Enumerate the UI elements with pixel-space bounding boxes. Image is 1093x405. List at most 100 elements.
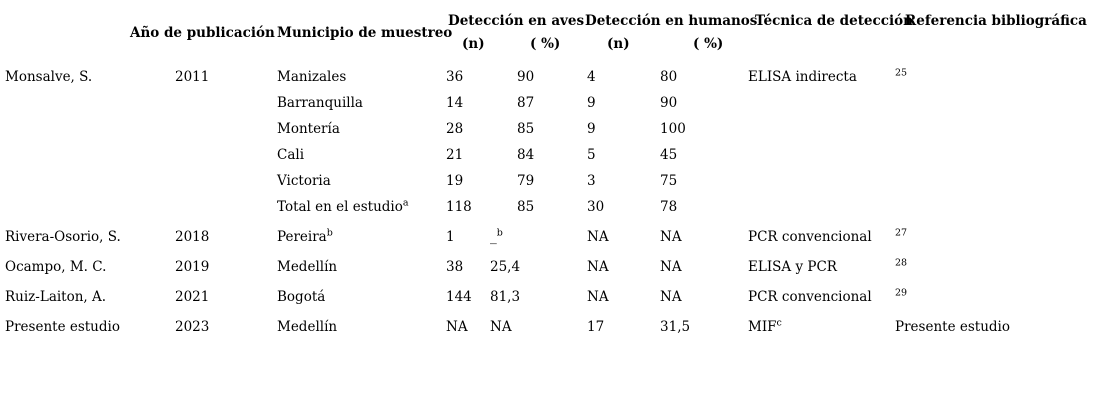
cell-municipality: Medellín (275, 251, 443, 281)
birds-pct-text: 79 (517, 173, 535, 189)
cell-year (128, 191, 275, 221)
cell-reference: 27 (893, 221, 1093, 251)
birds-pct-superscript: b (496, 227, 503, 239)
cell-humans-n: 4 (587, 69, 596, 85)
header-detection-humans: Detección en humanos (585, 13, 758, 29)
cell-birds-pct: 79 (488, 165, 585, 191)
cell-humans-n: 3 (587, 173, 596, 189)
technique-text: MIF (748, 319, 777, 335)
cell-technique: PCR convencional (746, 221, 893, 251)
technique-text: ELISA indirecta (748, 69, 857, 85)
cell-humans-pct: 80 (660, 69, 678, 85)
cell-reference (893, 191, 1093, 221)
cell-reference: 25 (893, 61, 1093, 87)
municipality-text: Victoria (277, 173, 331, 189)
cell-reference (893, 113, 1093, 139)
cell-humans-pct: 31,5 (660, 319, 691, 335)
cell-reference: 29 (893, 281, 1093, 311)
reference-number-superscript: 28 (895, 257, 908, 269)
cell-birds-n: NA (446, 319, 468, 335)
header-row-subcolumns: (n) ( %) (n) ( %) (0, 30, 1093, 61)
cell-humans-n: 9 (587, 95, 596, 111)
cell-municipality: Cali (275, 139, 443, 165)
cell-humans-pct: NA (660, 229, 682, 245)
cell-birds-pct: 85 (488, 113, 585, 139)
study-comparison-table: Año de publicación Municipio de muestreo… (0, 6, 1093, 341)
cell-year: 2023 (175, 319, 210, 335)
cell-birds-pct: 90 (488, 61, 585, 87)
cell-year: 2011 (175, 69, 210, 85)
cell-birds-pct: 87 (488, 87, 585, 113)
subheader-humans-n: (n) (607, 36, 630, 52)
reference-number-superscript: 25 (895, 67, 908, 79)
cell-humans-n: NA (587, 229, 609, 245)
technique-text: PCR convencional (748, 229, 872, 245)
cell-municipality: Manizales (275, 61, 443, 87)
cell-humans-n: NA (587, 289, 609, 305)
cell-year (128, 113, 275, 139)
header-year: Año de publicación (130, 25, 275, 41)
table-row: Total en el estudioa 118 85 30 78 (0, 191, 1093, 221)
birds-pct-text: 85 (517, 121, 535, 137)
cell-year: 2021 (175, 289, 210, 305)
municipality-superscript: b (326, 227, 333, 239)
birds-pct-text: 81,3 (490, 289, 521, 305)
cell-technique (746, 113, 893, 139)
cell-humans-n: NA (587, 259, 609, 275)
table-header: Año de publicación Municipio de muestreo… (0, 6, 1093, 61)
cell-technique: ELISA y PCR (746, 251, 893, 281)
cell-author (0, 165, 128, 191)
cell-technique: MIFc (746, 311, 893, 341)
cell-humans-n: 30 (587, 199, 605, 215)
reference-number-superscript: 27 (895, 227, 908, 239)
table-row: Presente estudio 2023 Medellín NA NA 17 … (0, 311, 1093, 341)
cell-birds-n: 36 (446, 69, 464, 85)
cell-author: Ruiz-Laiton, A. (5, 289, 107, 305)
birds-pct-text: 25,4 (490, 259, 521, 275)
header-detection-birds: Detección en aves (448, 13, 585, 29)
cell-birds-n: 28 (446, 121, 464, 137)
municipality-text: Cali (277, 147, 305, 163)
cell-author: Monsalve, S. (5, 69, 93, 85)
table-row: Victoria 19 79 3 75 (0, 165, 1093, 191)
cell-humans-pct: 90 (660, 95, 678, 111)
cell-technique (746, 87, 893, 113)
cell-reference (893, 165, 1093, 191)
cell-author: Rivera-Osorio, S. (5, 229, 121, 245)
cell-birds-pct: 84 (488, 139, 585, 165)
cell-birds-pct: _b (488, 221, 585, 251)
cell-municipality: Pereirab (275, 221, 443, 251)
cell-municipality: Victoria (275, 165, 443, 191)
cell-municipality: Total en el estudioa (275, 191, 443, 221)
cell-birds-pct: 25,4 (488, 251, 585, 281)
technique-text: ELISA y PCR (748, 259, 837, 275)
reference-number-superscript: 29 (895, 287, 908, 299)
cell-humans-pct: 45 (660, 147, 678, 163)
reference-text: Presente estudio (895, 319, 1010, 335)
cell-reference: Presente estudio (893, 311, 1093, 341)
cell-birds-n: 19 (446, 173, 464, 189)
municipality-text: Total en el estudio (277, 199, 403, 215)
study-comparison-table-wrapper: Año de publicación Municipio de muestreo… (0, 6, 1093, 341)
cell-birds-n: 14 (446, 95, 464, 111)
cell-technique: ELISA indirecta (746, 61, 893, 87)
municipality-text: Montería (277, 121, 340, 137)
subheader-birds-pct: ( %) (530, 36, 561, 52)
municipality-text: Bogotá (277, 289, 326, 305)
birds-pct-text: 84 (517, 147, 535, 163)
cell-year: 2019 (175, 259, 210, 275)
cell-reference (893, 139, 1093, 165)
municipality-text: Barranquilla (277, 95, 363, 111)
cell-technique (746, 139, 893, 165)
cell-birds-n: 38 (446, 259, 464, 275)
cell-humans-pct: 100 (660, 121, 686, 137)
cell-humans-pct: NA (660, 259, 682, 275)
cell-technique: PCR convencional (746, 281, 893, 311)
cell-year (128, 87, 275, 113)
header-technique: Técnica de detección (755, 13, 913, 29)
table-row: Ocampo, M. C. 2019 Medellín 38 25,4 NA N… (0, 251, 1093, 281)
birds-pct-text: 87 (517, 95, 535, 111)
header-municipality: Municipio de muestreo (277, 25, 453, 41)
cell-year (128, 165, 275, 191)
municipality-superscript: a (402, 197, 409, 209)
